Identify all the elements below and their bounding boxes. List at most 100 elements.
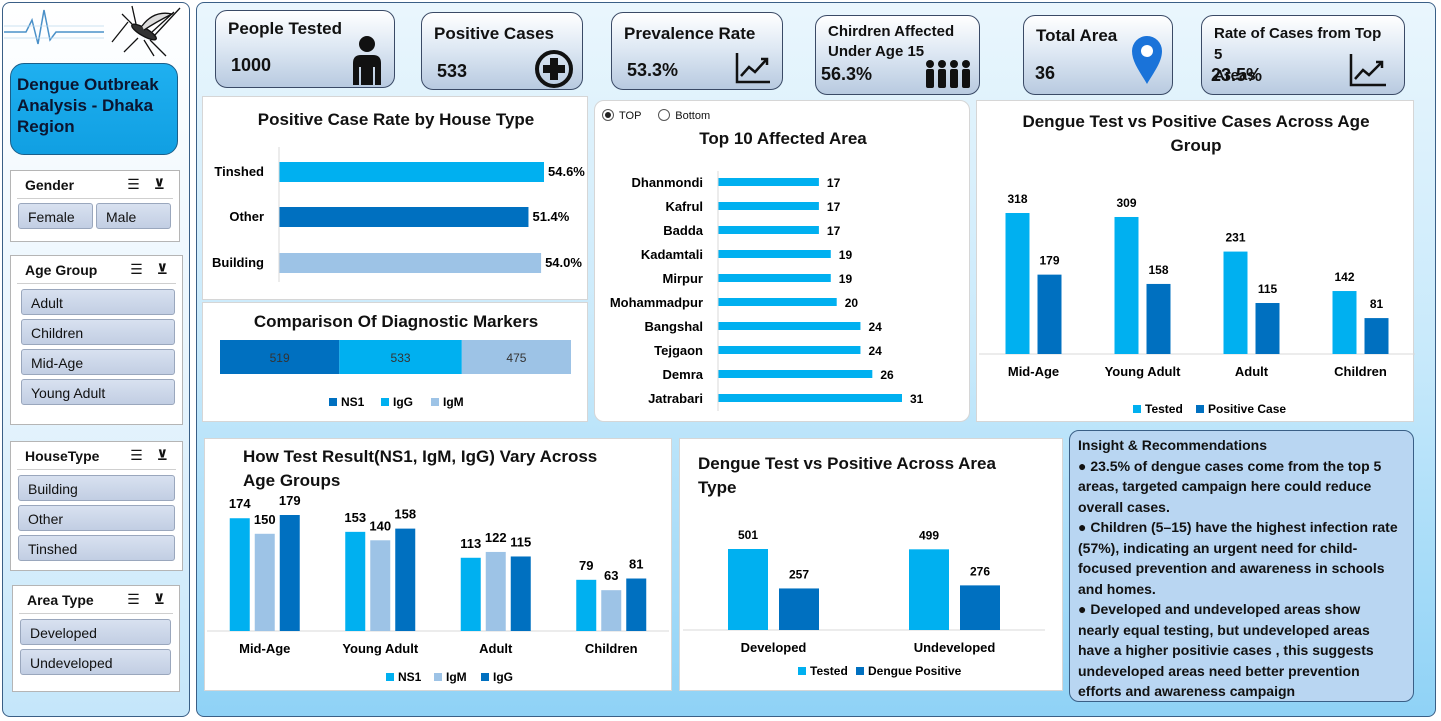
kpi-label: Total Area bbox=[1036, 26, 1118, 45]
age-group-column-chart: 318 179 Mid-Age 309 158 Young Adult 231 115 Adul… bbox=[979, 192, 1415, 416]
stack-segment bbox=[220, 340, 340, 374]
data-label: 113 bbox=[460, 536, 481, 551]
stack-segment bbox=[461, 340, 571, 374]
bar bbox=[728, 549, 768, 630]
data-label: 318 bbox=[1007, 192, 1027, 206]
slicer-item-male[interactable]: Male bbox=[96, 203, 171, 229]
data-label: 81 bbox=[629, 557, 643, 572]
category-label: Demra bbox=[663, 367, 704, 382]
data-label: 153 bbox=[344, 510, 366, 525]
bar bbox=[1255, 303, 1280, 354]
kpi-label-line1: Chirdren Affected bbox=[828, 23, 955, 40]
data-label: 31 bbox=[910, 392, 924, 406]
bar bbox=[279, 162, 544, 182]
stack-segment bbox=[339, 340, 462, 374]
legend-swatch bbox=[798, 667, 806, 675]
bar bbox=[345, 531, 366, 631]
slicer-item-undeveloped[interactable]: Undeveloped bbox=[20, 649, 171, 675]
category-label: Adult bbox=[479, 641, 513, 656]
clear-filter-icon[interactable]: ⊻ bbox=[153, 176, 165, 192]
category-label: Young Adult bbox=[1105, 364, 1181, 379]
data-label: 257 bbox=[789, 567, 809, 581]
data-label: 17 bbox=[827, 176, 841, 190]
slicer-item-building[interactable]: Building bbox=[18, 475, 175, 501]
kpi-label-line2: Under Age 15 bbox=[828, 43, 925, 60]
top-radio[interactable]: TOP bbox=[602, 109, 642, 122]
bar bbox=[718, 178, 819, 186]
kpi-label-line2: Areas bbox=[1214, 67, 1256, 84]
bar bbox=[718, 370, 873, 378]
data-label: 150 bbox=[254, 512, 276, 527]
dashboard-title: Dengue Outbreak Analysis - Dhaka Region bbox=[10, 63, 178, 155]
legend-swatch bbox=[386, 673, 394, 681]
multi-select-icon[interactable]: ☰ bbox=[127, 176, 140, 192]
kpi-label: People Tested bbox=[228, 19, 342, 38]
data-label: 63 bbox=[604, 568, 618, 583]
logo-banner bbox=[4, 2, 186, 58]
slicer-title: Gender bbox=[25, 176, 75, 193]
legend-swatch bbox=[329, 398, 337, 406]
category-label: Young Adult bbox=[342, 641, 418, 656]
multi-select-icon[interactable]: ☰ bbox=[130, 447, 143, 463]
kpi-value: 23.5% bbox=[1211, 65, 1263, 85]
slicer-item-female[interactable]: Female bbox=[18, 203, 93, 229]
category-label: Mirpur bbox=[663, 271, 703, 286]
legend-label: IgM bbox=[446, 670, 467, 684]
multi-select-icon[interactable]: ☰ bbox=[127, 591, 140, 607]
slicer-item-tinshed[interactable]: Tinshed bbox=[18, 535, 175, 561]
data-label: 26 bbox=[880, 368, 894, 382]
clear-filter-icon[interactable]: ⊻ bbox=[153, 591, 165, 607]
bar bbox=[1146, 283, 1171, 354]
slicer-item-mid-age[interactable]: Mid-Age bbox=[21, 349, 175, 375]
bar bbox=[718, 394, 902, 402]
data-label: 533 bbox=[391, 351, 411, 365]
bar bbox=[1364, 318, 1389, 354]
diagnostic-markers-stacked-chart: 519 533 475 NS1 IgG IgM bbox=[220, 340, 571, 409]
chart-title: Positive Case Rate by House Type bbox=[257, 110, 535, 129]
slicer-title: HouseType bbox=[25, 447, 100, 464]
bottom-radio[interactable]: Bottom bbox=[658, 109, 710, 122]
bar bbox=[779, 588, 819, 630]
category-label: Kadamtali bbox=[641, 247, 703, 262]
data-label: 20 bbox=[845, 296, 859, 310]
slicer-item-children[interactable]: Children bbox=[21, 319, 175, 345]
top-bottom-toggle: TOP Bottom bbox=[602, 109, 710, 122]
clear-filter-icon[interactable]: ⊻ bbox=[156, 447, 168, 463]
bar bbox=[718, 322, 861, 330]
slicer-item-other[interactable]: Other bbox=[18, 505, 175, 531]
top-label: TOP bbox=[619, 110, 642, 122]
bar bbox=[279, 253, 542, 273]
data-label: 51.4% bbox=[532, 209, 569, 224]
category-label: Building bbox=[212, 255, 264, 270]
legend-swatch bbox=[481, 673, 489, 681]
test-result-chart-card: How Test Result(NS1, IgM, IgG) Vary Acro… bbox=[204, 438, 672, 691]
data-label: 81 bbox=[1370, 297, 1384, 311]
data-label: 499 bbox=[919, 528, 939, 542]
data-label: 179 bbox=[1039, 254, 1059, 268]
multi-select-icon[interactable]: ☰ bbox=[130, 261, 143, 277]
clear-filter-icon[interactable]: ⊻ bbox=[156, 261, 168, 277]
legend-label: Dengue Positive bbox=[868, 664, 962, 678]
data-label: 54.6% bbox=[548, 164, 585, 179]
legend-swatch bbox=[434, 673, 442, 681]
data-label: 54.0% bbox=[545, 255, 582, 270]
bar bbox=[718, 346, 861, 354]
bar bbox=[718, 226, 819, 234]
age-group-chart-card: Dengue Test vs Positive Cases Across Age… bbox=[976, 100, 1415, 422]
bar bbox=[1114, 216, 1139, 354]
top-10-area-card: TOP Bottom Top 10 Affected Area Dhanmond… bbox=[594, 100, 970, 422]
category-label: Adult bbox=[1235, 364, 1269, 379]
top-10-area-bar-chart: Dhanmondi 17 Kafrul 17 Badda 17 Kadamtali 19 Mir… bbox=[610, 171, 924, 411]
kpi-children-affected: Chirdren Affected Under Age 15 56.3% bbox=[815, 15, 980, 95]
person-icon bbox=[353, 36, 381, 85]
legend-swatch bbox=[1133, 405, 1141, 413]
bar bbox=[718, 298, 837, 306]
kpi-people-tested: People Tested 1000 bbox=[215, 10, 395, 88]
slicer-item-adult[interactable]: Adult bbox=[21, 289, 175, 315]
legend-label: IgM bbox=[443, 395, 464, 409]
slicer-item-developed[interactable]: Developed bbox=[20, 619, 171, 645]
slicer-item-young-adult[interactable]: Young Adult bbox=[21, 379, 175, 405]
kpi-label: Prevalence Rate bbox=[624, 24, 756, 43]
bar bbox=[370, 540, 391, 631]
insight-title: Insight & Recommendations bbox=[1078, 437, 1268, 453]
